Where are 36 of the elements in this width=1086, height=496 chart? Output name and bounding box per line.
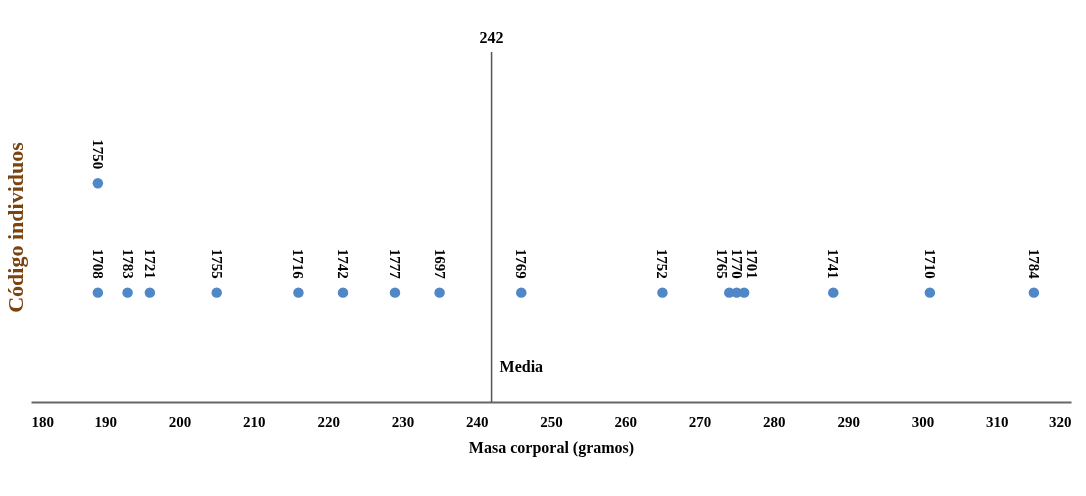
x-tick-label: 240: [465, 413, 489, 430]
text: 242: [479, 29, 504, 46]
x-tick-label: 300: [911, 413, 935, 430]
annotation: 1783: [119, 248, 136, 279]
annotation: 1765: [713, 248, 730, 279]
annotation: 1721: [141, 248, 158, 279]
x-tick-label: 320: [1049, 413, 1072, 430]
x-tick-label: 250: [540, 413, 563, 430]
annotation: 1701: [743, 248, 760, 279]
annotation: 1770: [728, 248, 745, 279]
x-tick-label: 200: [168, 413, 192, 430]
annotation: 1777: [387, 248, 403, 280]
x-tick-label: 290: [837, 413, 860, 430]
y-axis-title: Código individuos: [2, 141, 28, 313]
x-tick-label: 190: [94, 413, 118, 430]
annotation: 1708: [89, 248, 106, 279]
annotation: 1784: [1025, 248, 1042, 280]
x-tick-label: 230: [391, 413, 415, 430]
annotation: 1742: [335, 248, 351, 279]
annotation: 1716: [290, 248, 307, 280]
annotation: 1741: [825, 248, 842, 279]
annotation: 1710: [921, 248, 938, 279]
annotation: 1697: [431, 248, 448, 280]
x-tick-label: 260: [614, 413, 638, 430]
x-tick-label: 220: [317, 413, 340, 430]
x-tick-label: 210: [243, 413, 266, 430]
annotation: 1752: [654, 248, 671, 279]
annotation: 1769: [513, 248, 530, 279]
ref-line-label: Media: [499, 358, 544, 375]
annotation: 1755: [208, 248, 225, 279]
x-axis-title: Masa corporal (gramos): [468, 438, 635, 457]
annotation: 1750: [89, 139, 106, 170]
x-tick-label: 270: [688, 413, 712, 430]
x-tick-label: 310: [985, 413, 1009, 430]
x-tick-label: 280: [763, 413, 786, 430]
x-tick-label: 180: [31, 413, 54, 430]
